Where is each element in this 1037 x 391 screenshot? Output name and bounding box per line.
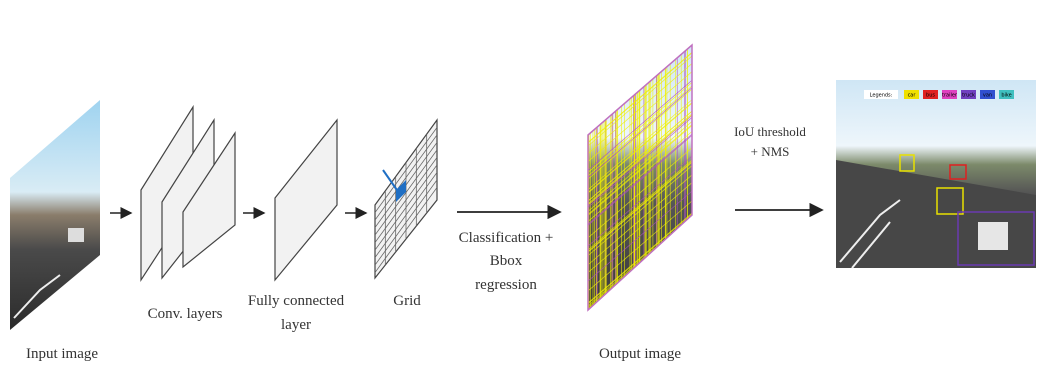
legend-item: car bbox=[908, 93, 917, 99]
nms-label: IoU threshold bbox=[734, 124, 806, 139]
nms-label: + NMS bbox=[751, 144, 790, 159]
conv-label: Conv. layers bbox=[148, 306, 223, 322]
fc-layer bbox=[275, 120, 337, 280]
output-label: Output image bbox=[599, 346, 681, 362]
step-label: regression bbox=[475, 277, 537, 293]
legend-item: bike bbox=[1001, 93, 1011, 99]
step-label: Classification + bbox=[459, 230, 554, 246]
grid-label: Grid bbox=[393, 293, 421, 309]
truck bbox=[68, 228, 84, 242]
diagram: Input image Conv. layers Fully connected… bbox=[0, 0, 1037, 391]
step-label: Bbox bbox=[490, 253, 523, 269]
fc-label: layer bbox=[281, 317, 311, 333]
legend-title: Legends: bbox=[870, 93, 893, 99]
legend-item: van bbox=[983, 93, 992, 99]
input-image bbox=[10, 100, 100, 330]
legend-item: bus bbox=[926, 93, 935, 99]
legend-item: truck bbox=[962, 93, 975, 99]
truck bbox=[978, 222, 1008, 250]
legend-item: trailer bbox=[942, 93, 958, 99]
input-label: Input image bbox=[26, 346, 98, 362]
fc-label: Fully connected bbox=[248, 293, 345, 309]
